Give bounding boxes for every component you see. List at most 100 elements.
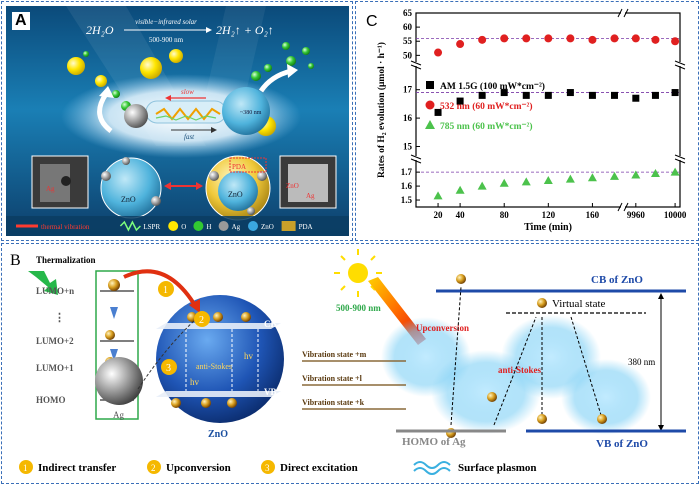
svg-text:Ag: Ag bbox=[232, 223, 241, 231]
x-axis-label: Time (min) bbox=[524, 222, 572, 233]
virtual-state-label: Virtual state bbox=[552, 298, 606, 310]
svg-text:Ag: Ag bbox=[46, 185, 55, 193]
zno-sphere bbox=[222, 87, 270, 135]
svg-text:LUMO+2: LUMO+2 bbox=[36, 336, 74, 346]
data-point bbox=[670, 167, 680, 176]
transform-arrow bbox=[164, 182, 203, 190]
svg-text:visible−infrared solar: visible−infrared solar bbox=[135, 18, 197, 26]
svg-text:slow: slow bbox=[181, 88, 194, 96]
transition-arrows bbox=[450, 286, 602, 426]
svg-text:Vibration state +m: Vibration state +m bbox=[302, 350, 367, 359]
svg-text:Upconversion: Upconversion bbox=[166, 462, 231, 474]
data-point bbox=[651, 91, 659, 99]
hv-label-1: hv bbox=[244, 351, 254, 361]
svg-text:LUMO+1: LUMO+1 bbox=[36, 363, 74, 373]
panel-c-letter: C bbox=[366, 13, 378, 30]
svg-text:3: 3 bbox=[265, 463, 270, 473]
svg-text:PDA: PDA bbox=[299, 223, 313, 231]
panel-a-illustration: 2H₂O visible−infrared solar 500-900 nm 2… bbox=[6, 6, 349, 236]
series-2 bbox=[433, 167, 680, 200]
tem-inset-left: Ag bbox=[31, 155, 89, 209]
legend-item-h: H bbox=[193, 221, 211, 231]
molecule-bubbles bbox=[67, 42, 314, 136]
svg-text:1: 1 bbox=[163, 285, 168, 296]
legend-item-pda: PDA bbox=[281, 221, 313, 231]
y-tick-label: 15 bbox=[403, 141, 413, 151]
data-point bbox=[671, 37, 680, 46]
svg-text:2: 2 bbox=[151, 463, 156, 473]
y-tick-label: 1.5 bbox=[401, 195, 413, 205]
panel-b-frame bbox=[1, 243, 699, 484]
svg-text:Vibration state +k: Vibration state +k bbox=[302, 398, 365, 407]
svg-text:LUMO+n: LUMO+n bbox=[36, 286, 74, 296]
data-point bbox=[588, 35, 597, 44]
x-tick-label: 120 bbox=[542, 210, 556, 220]
data-point bbox=[521, 177, 531, 186]
x-tick-label: 40 bbox=[456, 210, 466, 220]
ag-level-box bbox=[95, 270, 139, 420]
data-point bbox=[499, 178, 509, 187]
legend-item-zno: ZnO bbox=[248, 221, 274, 231]
svg-text:~380 nm: ~380 nm bbox=[240, 110, 262, 116]
y-tick-label: 60 bbox=[403, 22, 413, 32]
ag-label: Ag bbox=[113, 410, 124, 420]
data-point bbox=[522, 91, 530, 99]
y-tick-label: 1.7 bbox=[401, 167, 413, 177]
legend-item-thermal-vibration: thermal vibration bbox=[16, 223, 90, 231]
upconversion-label: Upconversion bbox=[416, 323, 469, 333]
thermalization-arrow bbox=[28, 271, 58, 295]
svg-text:ZnO: ZnO bbox=[261, 223, 274, 231]
zno-ag-sphere-left: ZnO bbox=[100, 157, 162, 219]
y-tick-label: 1.6 bbox=[401, 181, 413, 191]
cb-of-zno-label: CB of ZnO bbox=[591, 274, 643, 286]
svg-text:Indirect transfer: Indirect transfer bbox=[38, 462, 116, 474]
svg-text:Surface plasmon: Surface plasmon bbox=[458, 462, 537, 474]
svg-text:H: H bbox=[206, 223, 211, 231]
panel-b-letter: B bbox=[10, 252, 21, 269]
panel-b: B Thermalization LUMO+n ⋮ LUMO+2 LUMO+1 … bbox=[6, 247, 696, 481]
sun-icon bbox=[334, 249, 382, 297]
data-point bbox=[456, 97, 464, 105]
data-point bbox=[631, 170, 641, 179]
series-1 bbox=[434, 34, 680, 57]
svg-text:1: 1 bbox=[23, 463, 28, 473]
data-point bbox=[433, 191, 443, 200]
homo-of-ag-label: HOMO of Ag bbox=[402, 436, 466, 448]
legend-item-o: O bbox=[168, 221, 186, 231]
plasmon-cloud bbox=[381, 315, 651, 435]
panel-c-frame bbox=[355, 1, 699, 241]
svg-text:Ag: Ag bbox=[306, 192, 315, 200]
svg-text:2H₂↑ + O₂↑: 2H₂↑ + O₂↑ bbox=[216, 23, 274, 37]
data-point bbox=[566, 34, 575, 43]
svg-text:fast: fast bbox=[184, 133, 195, 141]
data-point bbox=[543, 176, 553, 185]
svg-text:⋮: ⋮ bbox=[54, 312, 65, 324]
zno-label: ZnO bbox=[208, 429, 228, 440]
data-point bbox=[610, 34, 619, 43]
data-point bbox=[478, 91, 486, 99]
badge-2: 2 bbox=[194, 311, 210, 327]
svg-text:thermal vibration: thermal vibration bbox=[41, 223, 90, 231]
thermalization-label: Thermalization bbox=[36, 255, 96, 265]
data-point bbox=[522, 34, 531, 43]
data-point bbox=[610, 91, 618, 99]
panel-a-legend: thermal vibration LSPR O H Ag ZnO PDA bbox=[16, 220, 313, 232]
panel-c: 1.5 1.6 1.7 15 16 17 50 55 60 65 20 40 80 120 160 9960 1… bbox=[358, 5, 696, 239]
badge-1: 1 bbox=[158, 281, 174, 297]
svg-text:Vibration state +l: Vibration state +l bbox=[302, 374, 363, 383]
data-point bbox=[478, 35, 487, 44]
data-point bbox=[500, 89, 508, 97]
wavelength-label: 500-900 nm bbox=[336, 303, 381, 313]
pda-coated-sphere: PDA ZnO bbox=[205, 155, 271, 221]
legend-item-lspr: LSPR bbox=[119, 220, 160, 232]
y-axis-label: Rates of H₂ evolution (μmol · h⁻¹) bbox=[376, 42, 387, 178]
x-tick-label: 20 bbox=[434, 210, 444, 220]
hv-label-2: hv bbox=[190, 377, 200, 387]
svg-text:HOMO: HOMO bbox=[36, 395, 66, 405]
y-tick-label: 55 bbox=[403, 36, 413, 46]
data-point bbox=[632, 94, 640, 102]
data-point bbox=[434, 48, 443, 57]
data-point bbox=[671, 89, 679, 97]
svg-text:500-900 nm: 500-900 nm bbox=[149, 36, 184, 44]
svg-text:O: O bbox=[181, 223, 186, 231]
